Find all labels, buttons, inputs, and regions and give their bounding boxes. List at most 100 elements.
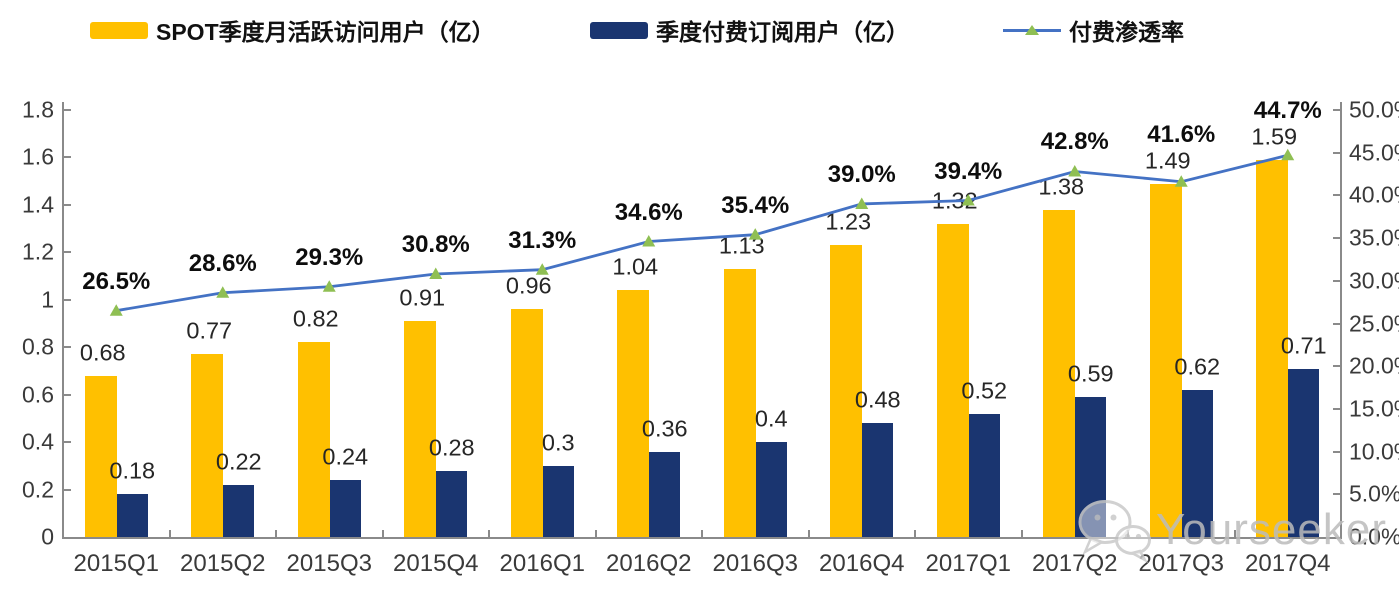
left-axis-tick [64, 346, 71, 349]
mau-bar [191, 354, 224, 537]
right-axis-tick-label: 25.0% [1349, 310, 1399, 336]
penetration-marker-icon [855, 197, 869, 209]
subscribers-bar [862, 423, 894, 537]
left-axis-tick [64, 441, 71, 444]
subscribers-bar [1075, 397, 1107, 537]
x-axis-tick [1127, 530, 1129, 537]
penetration-value-label: 28.6% [188, 249, 257, 277]
mau-value-label: 1.32 [931, 187, 978, 214]
subscribers-value-label: 0.36 [641, 415, 688, 442]
right-axis-tick [1333, 151, 1340, 154]
mau-value-label: 1.13 [718, 232, 765, 259]
penetration-value-label: 34.6% [614, 198, 683, 226]
subscribers-legend-swatch [590, 21, 648, 39]
right-axis-tick [1333, 493, 1340, 496]
penetration-value-label: 30.8% [401, 230, 470, 258]
subscribers-bar [968, 413, 1000, 537]
mau-bar [617, 290, 650, 537]
penetration-value-label: 31.3% [508, 226, 577, 254]
penetration-legend-label: 付费渗透率 [1069, 19, 1184, 45]
right-axis-tick-label: 0.0% [1349, 523, 1399, 550]
left-axis-tick-label: 0.8 [22, 333, 54, 360]
left-axis-tick [64, 298, 71, 301]
penetration-line-icon [1003, 22, 1061, 39]
left-axis-tick-label: 1 [41, 286, 54, 313]
right-axis-tick-label: 30.0% [1349, 267, 1399, 294]
penetration-line-path [116, 153, 1289, 313]
penetration-value-label: 44.7% [1253, 96, 1322, 124]
subscribers-bar [116, 494, 148, 537]
subscribers-bar [1288, 368, 1320, 537]
x-axis-tick [1020, 530, 1023, 537]
right-axis-tick-label: 5.0% [1349, 480, 1399, 507]
x-axis-tick [807, 530, 810, 537]
penetration-marker-icon [322, 280, 336, 292]
penetration-marker-icon [642, 235, 656, 247]
left-axis-tick [64, 488, 71, 491]
right-axis-tick [1333, 194, 1340, 197]
category-label: 2016Q1 [499, 550, 585, 577]
left-axis-tick [64, 156, 71, 159]
x-axis-tick [594, 530, 597, 537]
mau-value-label: 0.91 [399, 284, 446, 311]
subscribers-bar [223, 484, 255, 537]
penetration-value-label: 35.4% [721, 191, 790, 219]
mau-value-label: 0.77 [186, 317, 233, 344]
subscribers-value-label: 0.3 [541, 429, 575, 456]
mau-value-label: 1.23 [825, 208, 872, 235]
right-axis-tick-label: 20.0% [1349, 352, 1399, 379]
penetration-value-label: 26.5% [82, 267, 151, 295]
category-label: 2017Q3 [1138, 550, 1224, 577]
mau-value-label: 0.82 [292, 305, 339, 332]
mau-value-label: 1.59 [1251, 123, 1298, 150]
left-axis-tick-label: 0.2 [22, 476, 54, 503]
subscribers-value-label: 0.48 [854, 386, 901, 413]
subscribers-bar [436, 470, 468, 537]
right-axis-tick-label: 50.0% [1349, 96, 1399, 123]
left-axis-line [62, 102, 64, 539]
left-axis-tick [64, 393, 71, 396]
subscribers-value-label: 0.28 [428, 434, 475, 461]
penetration-marker-icon [1281, 148, 1295, 161]
category-label: 2016Q3 [712, 550, 798, 577]
subscribers-value-label: 0.71 [1280, 332, 1327, 359]
right-axis-tick [1333, 109, 1340, 111]
category-label: 2017Q1 [925, 550, 1011, 577]
left-axis-tick-label: 0.6 [22, 381, 54, 408]
left-axis-tick-label: 0.4 [22, 428, 54, 455]
penetration-value-label: 42.8% [1040, 128, 1109, 156]
left-axis-tick [64, 251, 71, 254]
category-label: 2015Q3 [286, 550, 372, 577]
mau-value-label: 1.04 [612, 253, 659, 280]
left-axis-tick [64, 203, 71, 206]
mau-legend-label: SPOT季度月活跃访问用户（亿） [156, 19, 495, 45]
right-axis-tick [1333, 322, 1340, 325]
mau-legend-swatch [90, 21, 148, 39]
legend-item-subscribers: 季度付费订阅用户（亿） [590, 14, 909, 46]
x-axis-tick [381, 530, 384, 537]
legend-triangle-marker-icon [1025, 24, 1039, 35]
penetration-marker-icon [429, 267, 443, 279]
subscribers-value-label: 0.24 [322, 443, 369, 470]
bottom-axis-line [62, 537, 1342, 539]
right-axis-tick [1333, 279, 1340, 282]
category-label: 2016Q4 [819, 550, 905, 577]
penetration-marker-icon [109, 304, 123, 316]
category-label: 2017Q2 [1032, 550, 1118, 577]
subscribers-bar [1181, 389, 1213, 537]
right-axis-tick [1333, 450, 1340, 453]
right-axis-tick-label: 35.0% [1349, 224, 1399, 251]
mau-value-label: 1.49 [1144, 147, 1191, 174]
category-label: 2017Q4 [1245, 550, 1331, 577]
mau-bar [404, 321, 437, 537]
x-axis-tick [1233, 530, 1236, 537]
x-axis-tick [701, 530, 703, 537]
left-axis-tick-label: 1.6 [22, 143, 54, 170]
category-label: 2015Q4 [393, 550, 479, 577]
subscribers-value-label: 0.62 [1174, 353, 1221, 380]
x-axis-tick [488, 530, 490, 537]
mau-bar [510, 309, 543, 537]
left-axis-tick [64, 109, 71, 111]
legend-item-mau: SPOT季度月活跃访问用户（亿） [90, 14, 495, 46]
